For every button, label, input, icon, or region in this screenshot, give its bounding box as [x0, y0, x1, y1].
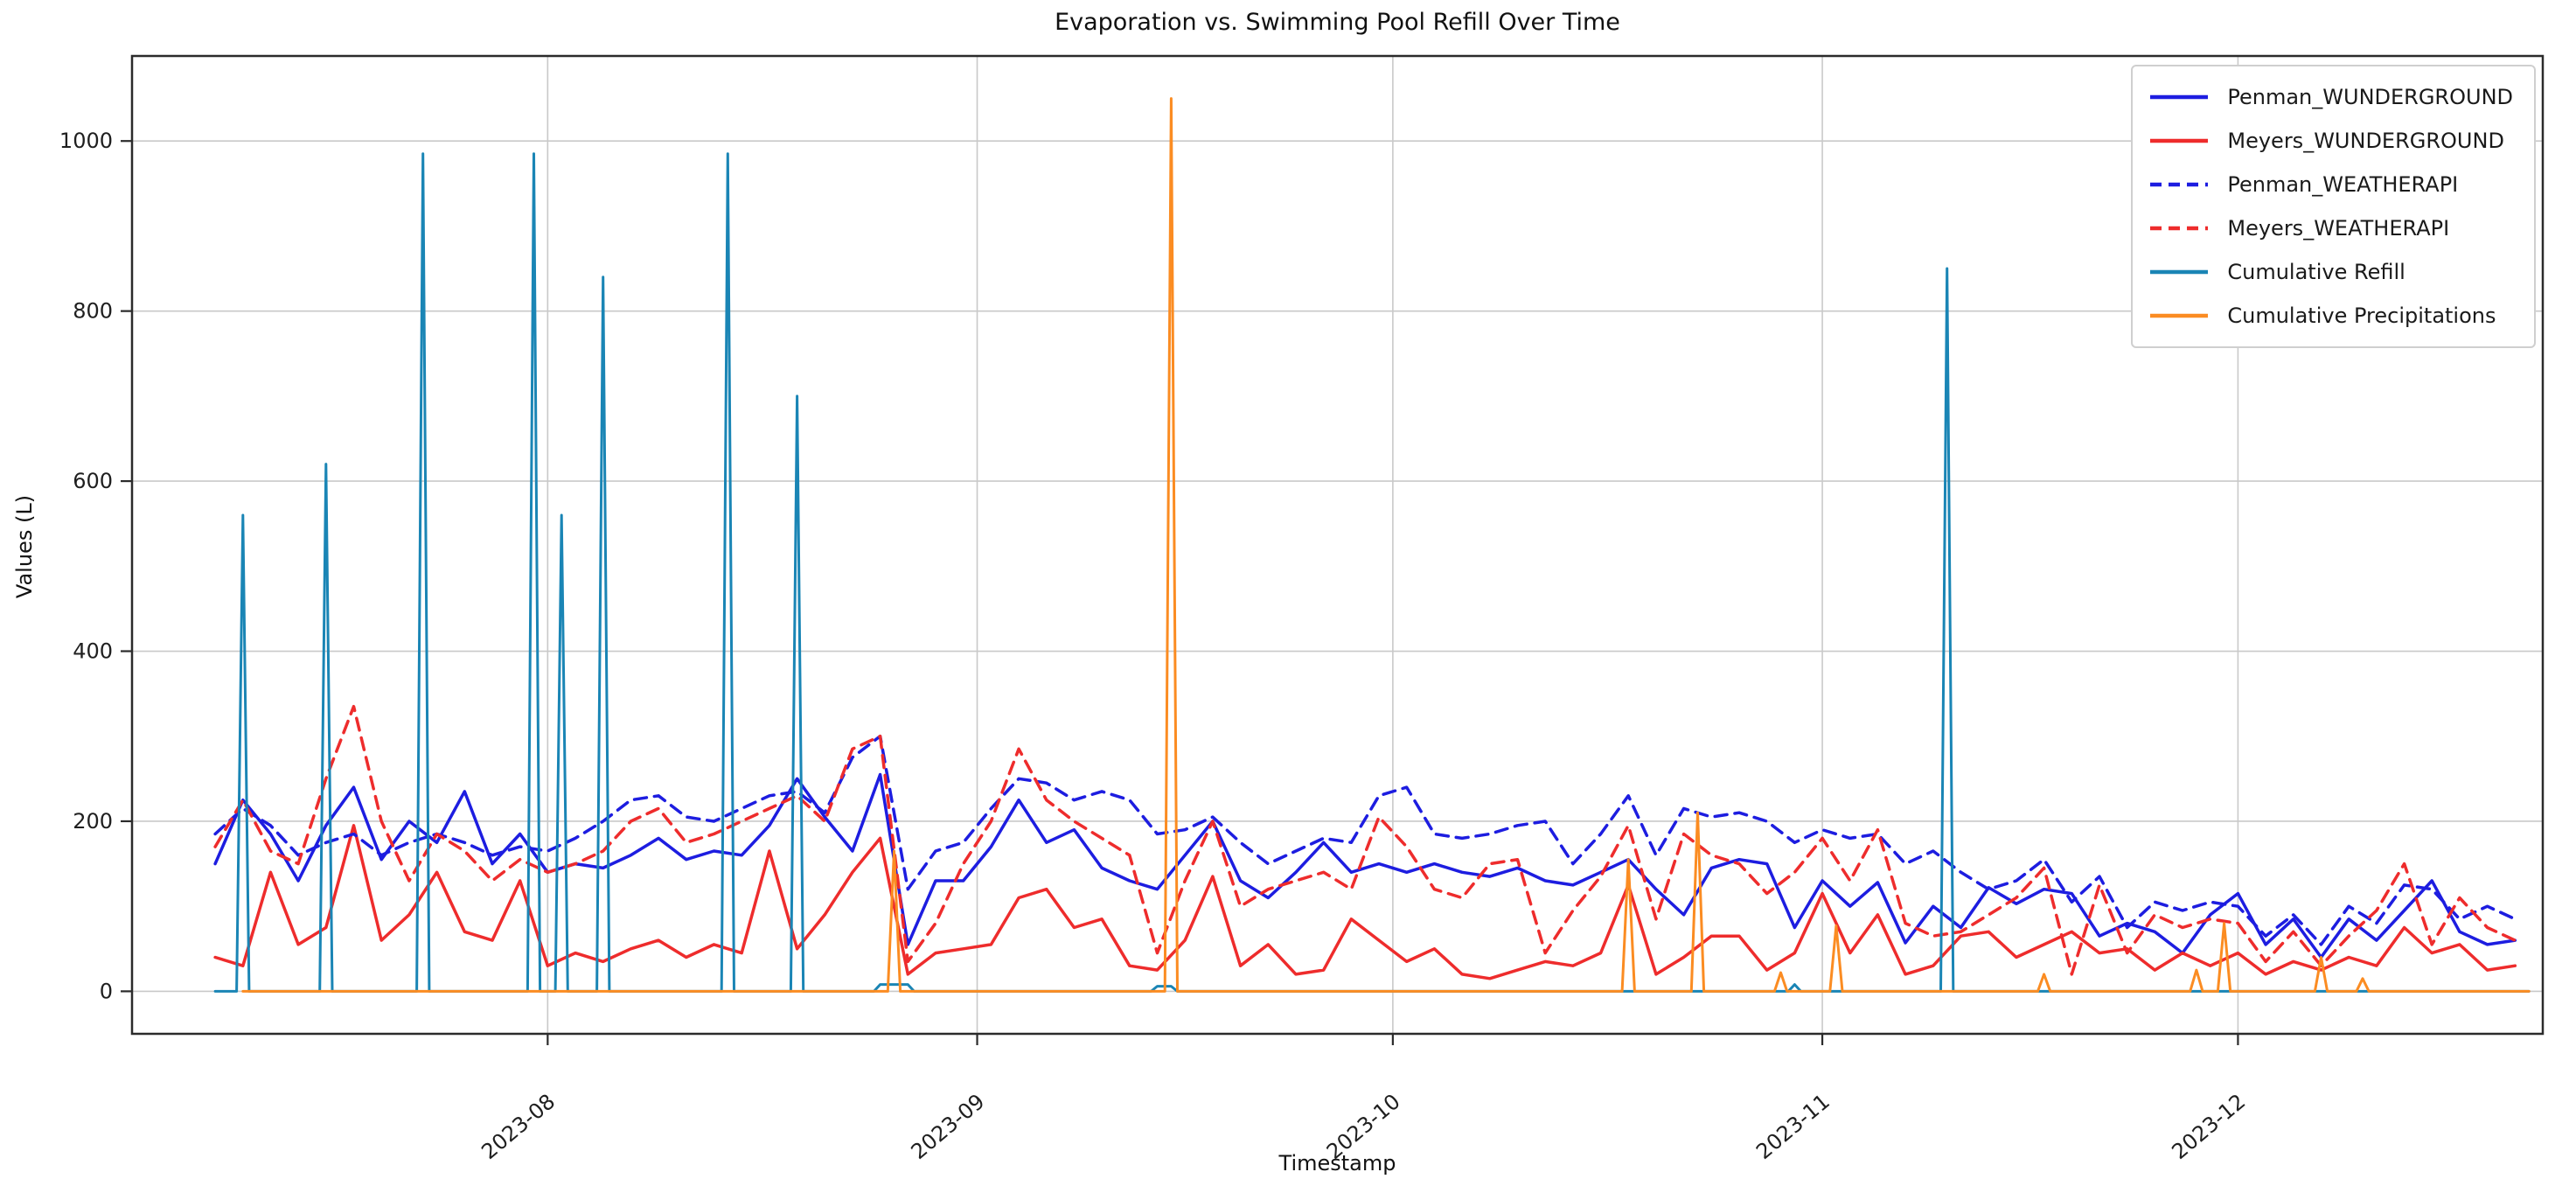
- series-line-Cumulative-Precipitations: [241, 97, 2531, 993]
- legend-item: Cumulative Refill: [2148, 250, 2513, 294]
- y-tick-label: 800: [73, 299, 113, 324]
- legend-line-sample-icon: [2150, 94, 2209, 100]
- series-line-Penman_WEATHERAPI: [213, 734, 2517, 946]
- legend-label: Cumulative Refill: [2227, 260, 2405, 284]
- y-axis-label: Values (L): [12, 494, 37, 599]
- legend-label: Penman_WEATHERAPI: [2227, 172, 2459, 197]
- y-tick-label: 600: [73, 469, 113, 493]
- x-tick-labels: 2023-08 2023-09 2023-10 2023-11 2023-12: [477, 1034, 2250, 1164]
- plot-border: [130, 54, 2545, 1036]
- y-tick-label: 400: [73, 639, 113, 664]
- legend-line-sample-icon: [2150, 226, 2209, 231]
- legend-label: Cumulative Precipitations: [2227, 303, 2496, 328]
- series-line-Meyers_WEATHERAPI: [213, 704, 2517, 976]
- legend-label: Penman_WUNDERGROUND: [2227, 85, 2513, 109]
- legend-item: Cumulative Precipitations: [2148, 294, 2513, 338]
- series-lines: [213, 97, 2531, 993]
- legend-item: Penman_WEATHERAPI: [2148, 163, 2513, 206]
- x-axis-label: Timestamp: [1278, 1151, 1396, 1176]
- series-line-Meyers_WUNDERGROUND: [213, 824, 2517, 980]
- legend-item: Penman_WUNDERGROUND: [2148, 75, 2513, 119]
- legend-line-sample-icon: [2150, 138, 2209, 143]
- legend-line-sample-icon: [2150, 269, 2209, 275]
- y-tick-label: 0: [100, 979, 113, 1003]
- legend-label: Meyers_WUNDERGROUND: [2227, 129, 2504, 153]
- chart-title: Evaporation vs. Swimming Pool Refill Ove…: [1055, 9, 1620, 36]
- y-tick-label: 1000: [59, 129, 113, 153]
- legend-label: Meyers_WEATHERAPI: [2227, 216, 2450, 241]
- y-tick-labels: 0 200 400 600 800 1000: [59, 129, 132, 1003]
- legend-item: Meyers_WEATHERAPI: [2148, 206, 2513, 250]
- legend-item: Meyers_WUNDERGROUND: [2148, 119, 2513, 163]
- y-tick-label: 200: [73, 809, 113, 834]
- legend: Penman_WUNDERGROUND Meyers_WUNDERGROUND Pe…: [2131, 65, 2536, 348]
- legend-line-sample-icon: [2150, 182, 2209, 187]
- legend-line-sample-icon: [2150, 313, 2209, 318]
